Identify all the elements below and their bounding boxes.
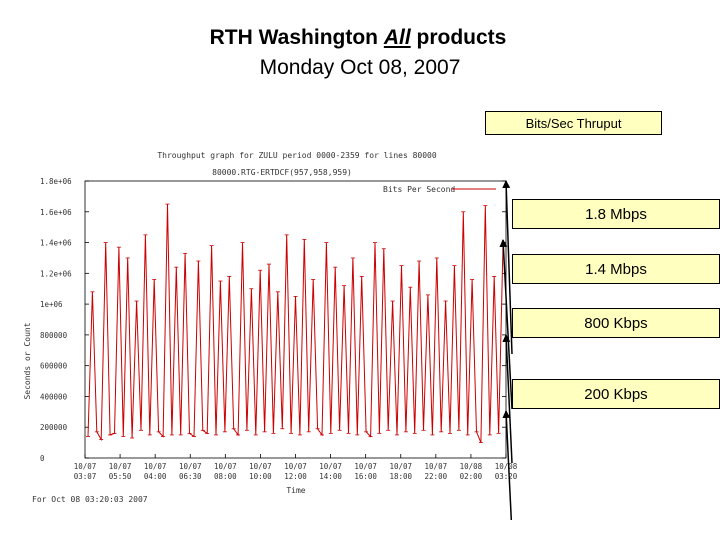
legend-label: Bits Per Second	[383, 185, 455, 194]
y-tick-label: 1.8e+06	[40, 177, 72, 186]
y-tick-label: 1e+06	[40, 300, 63, 309]
y-tick-label: 800000	[40, 331, 68, 340]
x-tick-label-date: 10/07	[284, 462, 307, 471]
chart-title: Throughput graph for ZULU period 0000-23…	[157, 151, 437, 160]
x-tick-label-time: 12:00	[284, 472, 307, 481]
x-tick-label-date: 10/07	[389, 462, 412, 471]
y-tick-label: 600000	[40, 362, 68, 371]
x-axis-label: Time	[286, 486, 305, 495]
x-tick-label-date: 10/07	[179, 462, 202, 471]
slide-title-suffix: products	[410, 26, 507, 49]
chart-legend: Bits Per Second	[383, 185, 496, 194]
slide-subtitle: Monday Oct 08, 2007	[259, 56, 461, 79]
callout-1-8-mbps: 1.8 Mbps	[512, 199, 720, 229]
series-line	[87, 204, 504, 443]
x-tick-label-time: 22:00	[425, 472, 448, 481]
chart-footer: For Oct 08 03:20:03 2007	[32, 495, 148, 504]
y-tick-label: 200000	[40, 423, 68, 432]
y-tick-label: 1.4e+06	[40, 239, 72, 248]
callout-arrow	[502, 334, 513, 464]
callout-1-4-mbps: 1.4 Mbps	[512, 254, 720, 284]
x-tick-label-date: 10/07	[319, 462, 342, 471]
x-axis: 10/0703:0710/0705:5010/0704:0010/0706:30…	[74, 454, 518, 481]
callout-arrow	[502, 180, 513, 355]
plot-frame	[84, 180, 507, 459]
x-tick-label-date: 10/07	[354, 462, 377, 471]
x-tick-label-date: 10/07	[249, 462, 272, 471]
callout-arrow	[499, 239, 513, 410]
x-tick-label-time: 04:00	[144, 472, 167, 481]
x-tick-label-time: 08:00	[214, 472, 237, 481]
x-tick-label-date: 10/07	[425, 462, 448, 471]
throughput-chart: Throughput graph for ZULU period 0000-23…	[23, 151, 518, 520]
y-tick-label: 400000	[40, 392, 68, 401]
callout-arrow	[502, 410, 513, 520]
slide-title-prefix: RTH Washington	[209, 26, 384, 49]
callout-800-kbps: 800 Kbps	[512, 308, 720, 338]
x-tick-label-time: 16:00	[354, 472, 377, 481]
y-axis-label: Seconds or Count	[23, 322, 32, 399]
x-tick-label-date: 10/07	[214, 462, 237, 471]
x-tick-label-date: 10/07	[144, 462, 167, 471]
x-tick-label-time: 05:50	[109, 472, 132, 481]
y-tick-label: 1.2e+06	[40, 269, 72, 278]
callout-arrows	[499, 180, 513, 520]
x-tick-label-date: 10/07	[74, 462, 97, 471]
x-tick-label-date: 10/08	[495, 462, 518, 471]
x-tick-label-date: 10/08	[460, 462, 483, 471]
x-tick-label-time: 02:00	[460, 472, 483, 481]
y-tick-label: 1.6e+06	[40, 208, 72, 217]
x-tick-label-time: 10:00	[249, 472, 272, 481]
x-tick-label-date: 10/07	[109, 462, 132, 471]
chart-subtitle: 80000.RTG-ERTDCF(957,958,959)	[212, 168, 352, 177]
slide-title-emphasis: All	[383, 26, 411, 49]
x-tick-label-time: 18:00	[389, 472, 412, 481]
x-tick-label-time: 06:30	[179, 472, 202, 481]
y-axis: 0 200000 400000 600000 800000 1e+06 1.2e+06 1.4…	[40, 177, 506, 463]
x-tick-label-time: 03:20	[495, 472, 518, 481]
x-tick-label-time: 03:07	[74, 472, 97, 481]
thruput-header-callout: Bits/Sec Thruput	[485, 111, 662, 135]
series-layer	[86, 203, 505, 444]
y-tick-label: 0	[40, 454, 45, 463]
slide-title: RTH Washington All products	[0, 26, 720, 50]
callout-200-kbps: 200 Kbps	[512, 379, 720, 409]
x-tick-label-time: 14:00	[319, 472, 342, 481]
